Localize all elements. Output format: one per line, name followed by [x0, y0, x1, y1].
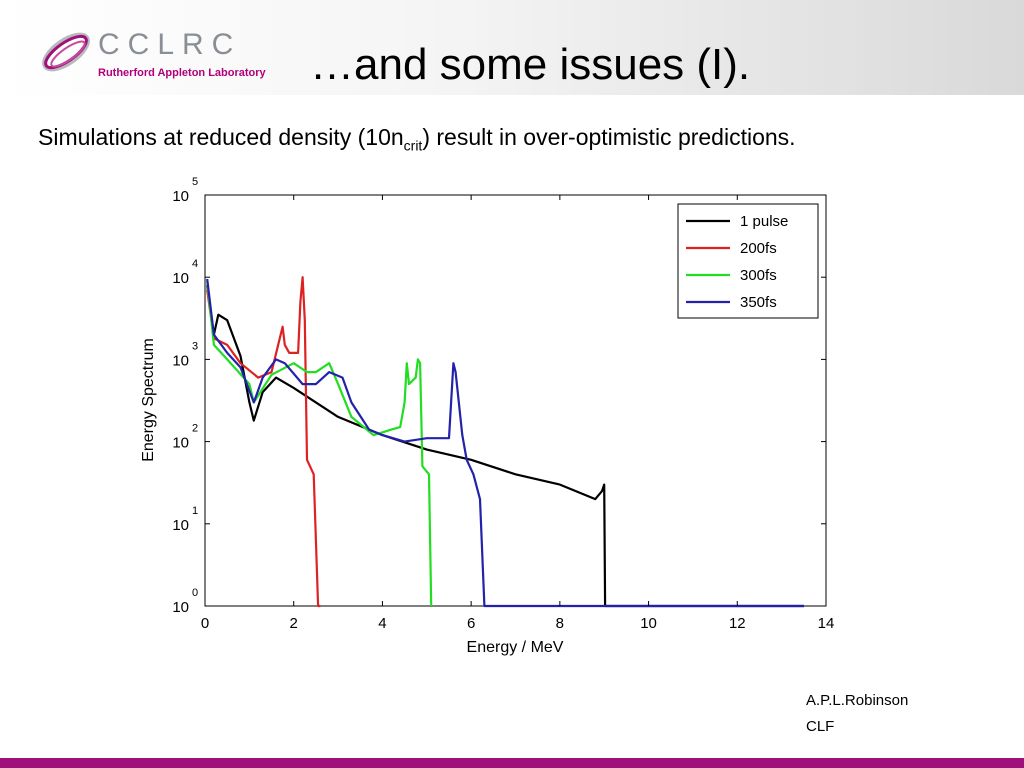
- x-axis-label: Energy / MeV: [467, 639, 564, 656]
- subtitle-text-start: Simulations at reduced density (10n: [38, 124, 404, 150]
- x-tick-label: 8: [556, 615, 564, 632]
- x-tick-label: 10: [640, 615, 657, 632]
- cclrc-logo: CCLRC Rutherford Appleton Laboratory: [36, 22, 286, 84]
- y-tick-exponent: 3: [192, 340, 198, 352]
- x-tick-label: 4: [378, 615, 386, 632]
- x-tick-label: 6: [467, 615, 475, 632]
- legend-label: 1 pulse: [740, 213, 788, 230]
- series-line-0: [206, 285, 804, 608]
- y-tick-exponent: 5: [192, 176, 198, 188]
- y-tick-label: 10: [172, 599, 189, 616]
- x-tick-label: 0: [201, 615, 209, 632]
- y-axis-label: Energy Spectrum: [140, 338, 157, 462]
- x-tick-label: 2: [290, 615, 298, 632]
- series-layer: [206, 276, 804, 608]
- series-line-3: [206, 278, 804, 608]
- logo-wordmark: CCLRC: [98, 28, 242, 61]
- series-line-1: [206, 276, 321, 608]
- y-tick-label: 10: [172, 270, 189, 287]
- x-tick-label: 12: [729, 615, 746, 632]
- page-title: …and some issues (I).: [310, 40, 751, 89]
- y-tick-label: 10: [172, 352, 189, 369]
- slide-header: CCLRC Rutherford Appleton Laboratory …an…: [0, 0, 1024, 95]
- legend-entries: 1 pulse 200fs 300fs 350fs: [686, 213, 788, 311]
- logo-subtitle: Rutherford Appleton Laboratory: [98, 67, 266, 79]
- y-tick-label: 10: [172, 188, 189, 205]
- cclrc-swirl-icon: [42, 32, 90, 72]
- y-tick-label: 10: [172, 517, 189, 534]
- author-organization: CLF: [806, 718, 835, 735]
- author-name: A.P.L.Robinson: [806, 692, 909, 709]
- legend-box: [677, 203, 819, 319]
- y-tick-label: 10: [172, 435, 189, 452]
- y-tick-exponent: 0: [192, 587, 198, 599]
- bottom-accent-bar: [0, 758, 1024, 768]
- legend: 1 pulse 200fs 300fs 350fs: [677, 203, 819, 319]
- y-tick-exponent: 2: [192, 423, 198, 435]
- subtitle-subscript: crit: [403, 137, 423, 154]
- legend-label: 300fs: [740, 267, 777, 284]
- x-tick-label: 14: [818, 615, 835, 632]
- legend-label: 350fs: [740, 294, 777, 311]
- subtitle-text-end: ) result in over-optimistic predictions.: [422, 124, 796, 150]
- slide-subtitle: Simulations at reduced density (10ncrit)…: [38, 124, 796, 154]
- y-tick-exponent: 4: [192, 258, 198, 270]
- y-tick-exponent: 1: [192, 505, 198, 517]
- legend-label: 200fs: [740, 240, 777, 257]
